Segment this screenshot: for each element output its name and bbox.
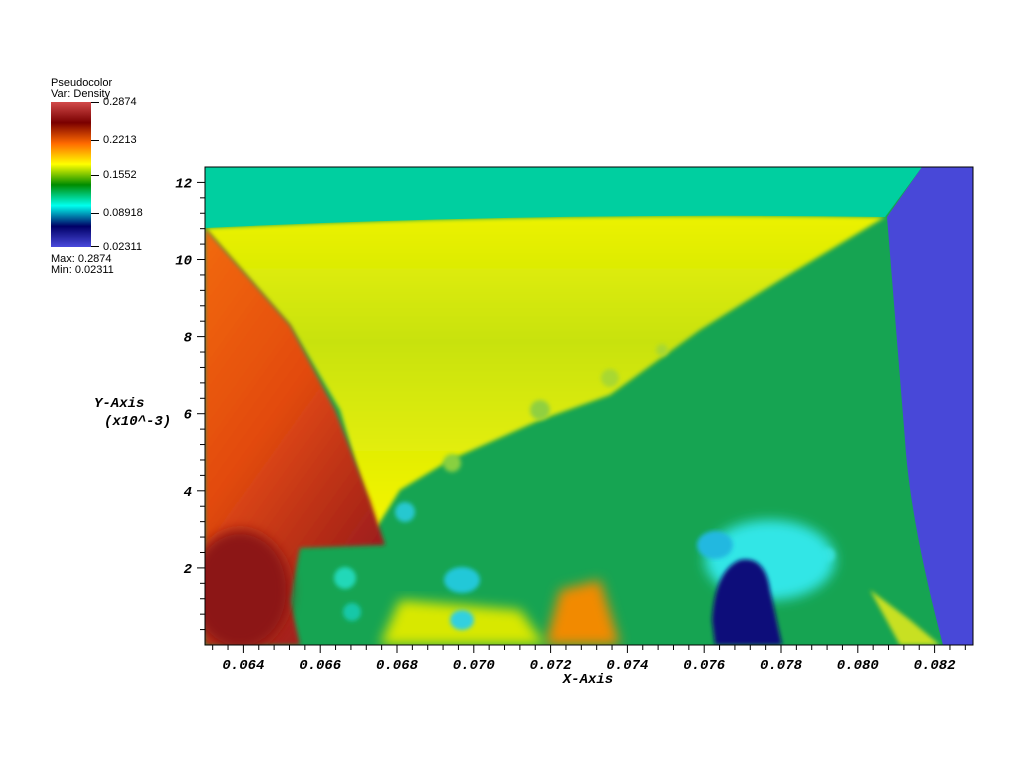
y-tick-label: 6 [184, 408, 193, 424]
field-vortices [334, 344, 835, 630]
x-tick-label: 0.068 [376, 658, 419, 674]
field-low-density [712, 559, 782, 645]
legend-tick-min: 0.02311 [103, 241, 142, 253]
legend-tick-max: 0.2874 [103, 96, 137, 108]
legend-min: Min: 0.02311 [51, 264, 114, 276]
y-tick-label: 2 [184, 562, 193, 578]
legend-max: Max: 0.2874 [51, 253, 112, 265]
x-tick-label: 0.078 [760, 658, 803, 674]
y-tick-label: 4 [184, 485, 192, 501]
legend-plot-type: Pseudocolor [51, 77, 113, 89]
density-field [205, 167, 973, 645]
legend-tick-2: 0.2213 [103, 134, 137, 146]
legend-variable: Var: Density [51, 88, 111, 100]
field-top-teal [205, 167, 922, 228]
legend-tick-4: 0.08918 [103, 207, 143, 219]
field-cyan-vortex [697, 531, 733, 559]
legend-tick-marks [91, 102, 99, 247]
legend-tick-3: 0.1552 [103, 169, 137, 181]
x-axis-ticks: 0.064 0.066 0.068 0.070 0.072 0.074 0.076 0.078… [212, 645, 966, 674]
field-yellow [205, 215, 885, 531]
field-dark-red [205, 530, 290, 645]
field-right-blue [887, 167, 973, 645]
plot-frame [204, 166, 974, 646]
x-tick-label: 0.082 [914, 658, 957, 674]
x-tick-label: 0.076 [683, 658, 726, 674]
y-axis-label: Y-Axis [94, 396, 144, 412]
x-tick-label: 0.080 [837, 658, 879, 674]
x-tick-label: 0.066 [299, 658, 342, 674]
y-axis-ticks: 2 4 6 8 10 12 [175, 176, 205, 631]
y-tick-label: 10 [175, 254, 192, 270]
x-tick-label: 0.064 [222, 658, 264, 674]
x-tick-label: 0.072 [530, 658, 573, 674]
y-axis-scale: (x10^-3) [104, 414, 171, 430]
field-yellow-strip [870, 590, 940, 645]
y-tick-label: 8 [184, 331, 193, 347]
x-tick-label: 0.070 [453, 658, 495, 674]
y-tick-label: 12 [175, 176, 192, 192]
field-orange-bottom [545, 580, 620, 645]
legend-colorbar [51, 102, 91, 247]
x-tick-label: 0.074 [606, 658, 648, 674]
x-axis-label: X-Axis [562, 672, 613, 688]
